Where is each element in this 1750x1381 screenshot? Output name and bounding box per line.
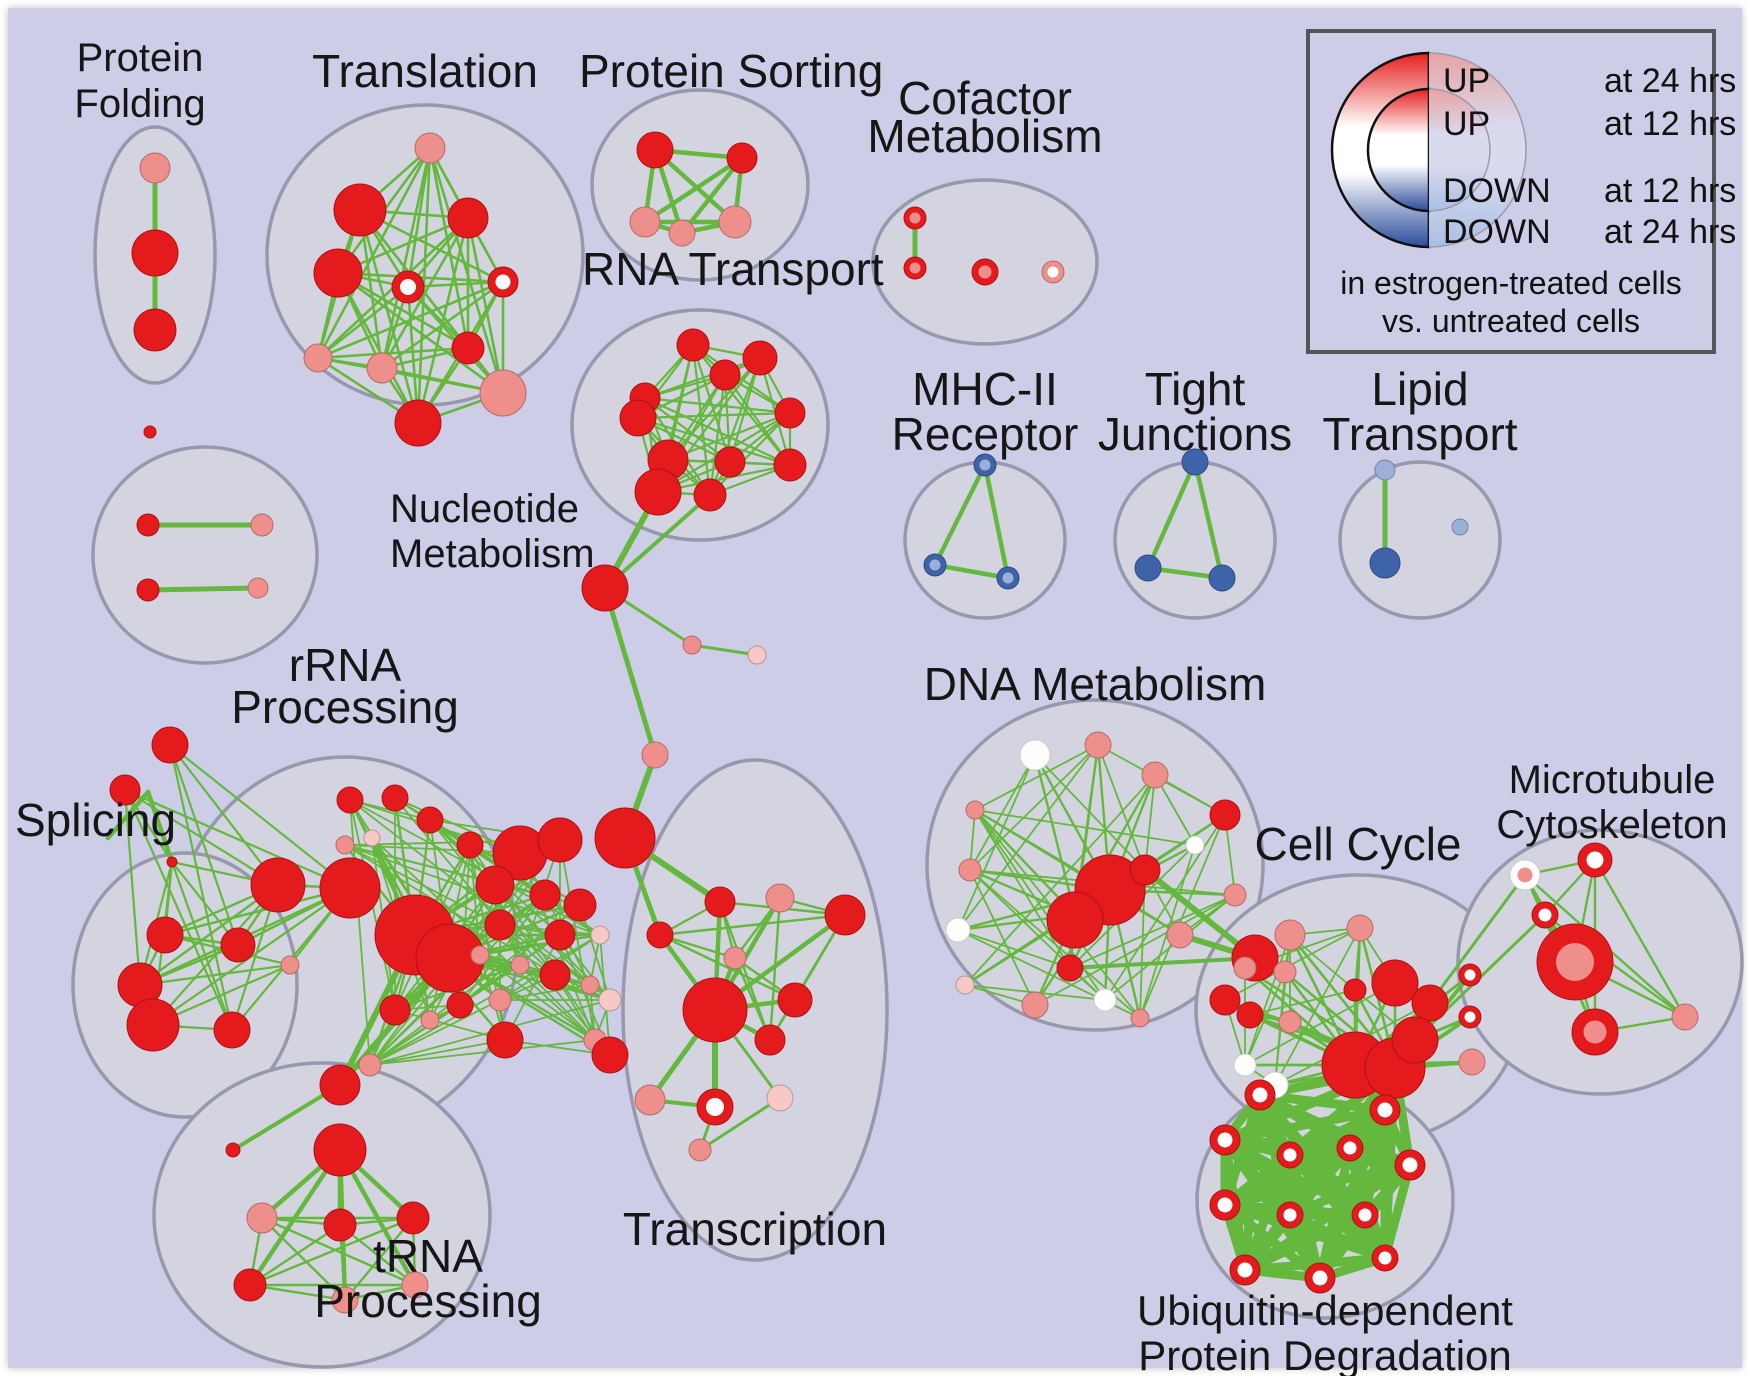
svg-text:Microtubule: Microtubule	[1509, 758, 1716, 802]
svg-text:Processing: Processing	[231, 681, 459, 733]
svg-text:DOWN: DOWN	[1443, 213, 1551, 251]
svg-text:in estrogen-treated cells: in estrogen-treated cells	[1340, 265, 1682, 301]
svg-text:Nucleotide: Nucleotide	[390, 487, 579, 531]
svg-text:Cell Cycle: Cell Cycle	[1254, 818, 1461, 870]
svg-text:Protein: Protein	[77, 36, 204, 80]
svg-text:at 12 hrs: at 12 hrs	[1604, 172, 1736, 210]
svg-text:Transport: Transport	[1322, 408, 1517, 460]
svg-text:DOWN: DOWN	[1443, 172, 1551, 210]
svg-text:Cytoskeleton: Cytoskeleton	[1496, 803, 1727, 847]
svg-text:Protein Sorting: Protein Sorting	[579, 45, 883, 97]
svg-text:Ubiquitin-dependent: Ubiquitin-dependent	[1137, 1287, 1513, 1334]
svg-text:Transcription: Transcription	[623, 1203, 887, 1255]
svg-text:Folding: Folding	[74, 82, 205, 126]
svg-text:Metabolism: Metabolism	[390, 532, 595, 576]
svg-text:Junctions: Junctions	[1098, 408, 1292, 460]
svg-text:at 24 hrs: at 24 hrs	[1604, 213, 1736, 251]
svg-text:at 24 hrs: at 24 hrs	[1604, 62, 1736, 100]
svg-text:Processing: Processing	[314, 1275, 542, 1327]
svg-text:DNA Metabolism: DNA Metabolism	[924, 658, 1267, 710]
svg-text:RNA Transport: RNA Transport	[582, 243, 884, 295]
svg-text:Protein Degradation: Protein Degradation	[1138, 1332, 1512, 1376]
svg-text:UP: UP	[1443, 62, 1490, 100]
svg-text:Receptor: Receptor	[892, 408, 1079, 460]
svg-text:Metabolism: Metabolism	[867, 110, 1102, 162]
svg-text:vs. untreated cells: vs. untreated cells	[1382, 303, 1640, 339]
svg-text:at 12 hrs: at 12 hrs	[1604, 105, 1736, 143]
svg-text:Translation: Translation	[312, 45, 538, 97]
svg-text:Splicing: Splicing	[15, 794, 176, 846]
svg-text:UP: UP	[1443, 105, 1490, 143]
